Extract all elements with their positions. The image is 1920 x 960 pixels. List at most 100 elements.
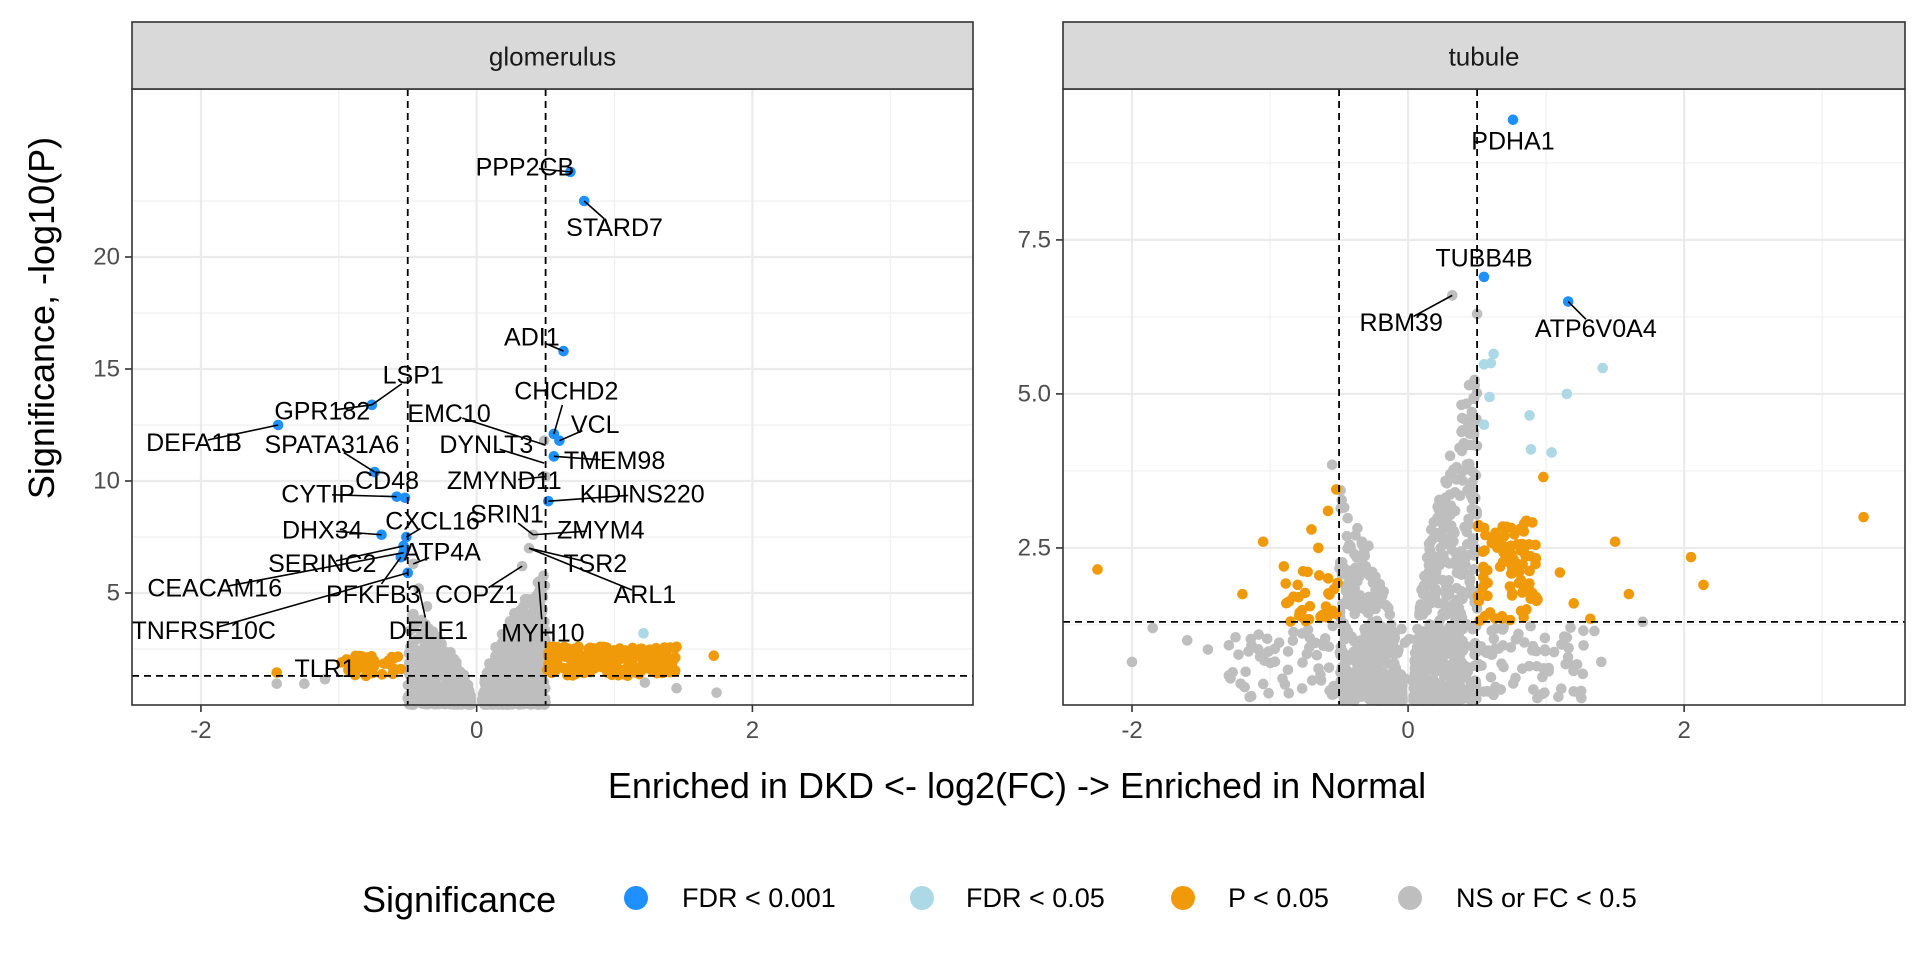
label-leader-line [1413,294,1453,318]
data-point-ns [1413,643,1425,655]
data-point-ns [517,655,529,667]
data-point-ns [430,698,442,710]
data-point-ns [451,656,462,668]
data-point-ns [1527,640,1539,652]
data-point-p05 [559,663,571,674]
data-point-ns [1434,494,1445,506]
data-point-ns [1472,645,1483,657]
data-point-ns [1497,640,1509,651]
y-tick-label: 20 [93,244,120,271]
data-point-ns [1460,640,1472,652]
gene-label: MYH10 [501,619,584,647]
data-point-ns [1466,406,1478,418]
gene-label: CXCL16 [385,507,480,535]
data-point-ns [1263,687,1274,699]
data-point-p05 [584,642,596,654]
legend-key-p05 [1171,886,1195,910]
data-point-ns [1296,683,1308,694]
data-point-ns [1282,664,1294,676]
data-point-p05 [594,641,606,653]
data-point-ns [1376,691,1387,703]
x-tick-label: 0 [470,717,483,744]
data-point-p05 [1518,612,1529,623]
data-point-ns [1437,608,1449,619]
data-point-p05 [1313,542,1324,554]
data-point-ns [1355,551,1367,563]
data-point-ns [532,636,544,647]
data-point-ns [1513,628,1524,640]
data-point-ns [1230,631,1241,643]
data-point-fdr05 [1597,362,1609,374]
data-point-ns [1451,567,1463,579]
gene-label: PFKFB3 [326,581,420,609]
gene-label: TMEM98 [564,447,665,475]
panel-gene-labels: PDHA1 TUBB4B RBM39 ATP6V0A4 [1359,127,1656,343]
legend-label-fdr05: FDR < 0.05 [966,883,1105,913]
data-point-p05 [368,661,380,673]
data-point-ns [1548,646,1560,658]
gene-label: DHX34 [282,516,363,544]
data-point-ns [1296,628,1308,639]
gene-label: COPZ1 [435,581,518,609]
data-point-fdr05 [1484,391,1495,403]
panel-background [132,89,973,705]
data-point-p05 [1332,577,1343,589]
data-point-ns [299,678,310,690]
data-point-p05 [559,651,571,662]
data-point-p05 [1623,588,1635,600]
data-point-ns [1435,532,1447,544]
data-point-ns [1490,623,1502,634]
data-point-ns [1243,646,1254,657]
data-point-ns [1437,574,1448,586]
data-point-ns [1261,633,1273,645]
data-point-ns [1366,616,1378,628]
data-point-ns [1356,538,1368,550]
y-tick-label: 7.5 [1018,226,1051,253]
data-point-ns [1359,623,1370,635]
data-point-ns [1456,412,1468,424]
data-point-p05 [1538,471,1549,483]
gene-label: VCL [571,411,620,439]
data-point-ns [1366,649,1377,660]
data-point-ns [1445,520,1457,531]
data-point-ns [1315,669,1326,681]
data-point-p05 [551,641,562,653]
label-leader-line [405,527,421,538]
y-tick-label: 15 [93,356,120,383]
label-leader-line [228,551,404,587]
data-point-ns [1465,677,1476,689]
data-point-ns [1387,641,1399,652]
data-point-ns [1126,656,1138,668]
data-point-ns [1306,675,1318,686]
data-point-ns [1577,668,1589,680]
data-point-p05 [1530,552,1542,564]
data-point-ns [1470,469,1482,481]
data-point-ns [1263,646,1274,657]
data-point-ns [1437,626,1449,638]
label-leader-line [583,200,605,220]
label-leader-line [499,448,545,464]
data-point-ns [1555,683,1567,695]
label-leader-line [548,494,629,502]
gene-label: LSP1 [383,362,444,390]
data-point-p05 [634,668,645,680]
data-point-ns [1297,657,1308,668]
gene-label: ZMYM4 [557,516,645,544]
data-point-fdr001 [1507,114,1519,126]
gene-label: TUBB4B [1435,244,1532,272]
data-point-ns [1181,635,1193,646]
label-leader-line [537,581,543,620]
legend-label-ns: NS or FC < 0.5 [1456,883,1637,913]
x-tick-label: 2 [746,717,759,744]
data-point-ns [1335,557,1346,568]
data-point-ns [514,605,526,616]
data-point-p05 [361,661,372,673]
data-point-ns [1235,678,1246,689]
data-point-ns [1454,442,1465,454]
gene-label: PDHA1 [1471,127,1554,155]
data-point-ns [423,623,434,634]
x-axis-title: Enriched in DKD <- log2(FC) -> Enriched … [608,765,1426,806]
data-point-ns [416,695,428,707]
label-leader-line [462,417,546,446]
data-point-ns [413,645,424,657]
